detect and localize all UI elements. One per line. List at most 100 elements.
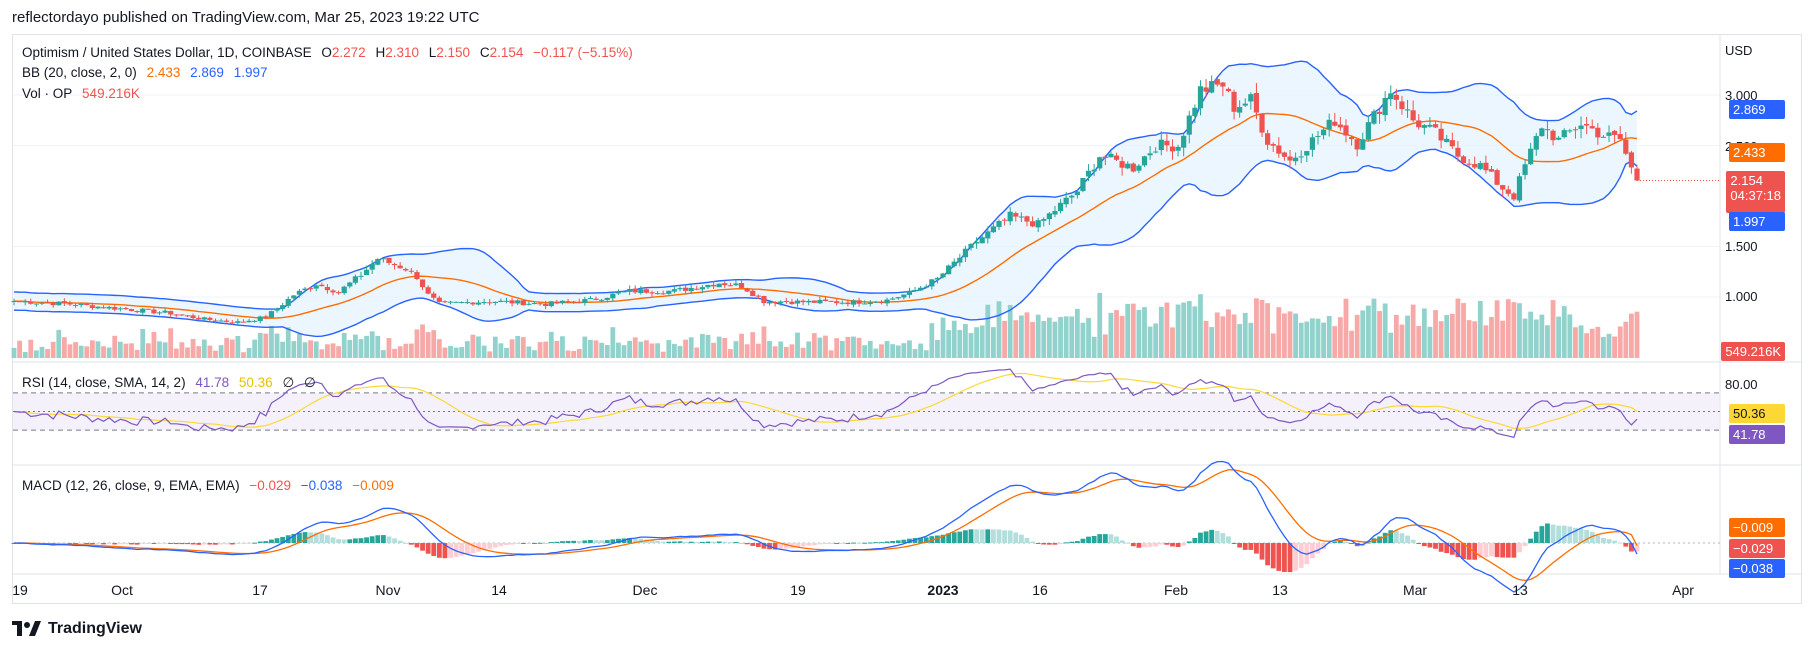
legend-macd-label[interactable]: MACD (12, 26, close, 9, EMA, EMA): [22, 478, 240, 493]
volume-bar: [907, 340, 912, 358]
volume-bar: [839, 340, 845, 358]
macd-histogram-bar: [1069, 541, 1075, 543]
candle-body: [1214, 79, 1220, 85]
volume-bar: [644, 340, 649, 358]
volume-bar: [464, 341, 470, 358]
legend-high: 2.310: [385, 45, 419, 60]
macd-histogram-bar: [257, 541, 263, 543]
volume-bar: [1461, 303, 1466, 358]
macd-histogram-bar: [907, 538, 912, 543]
volume-bar: [1528, 311, 1534, 358]
candle-body: [520, 300, 526, 306]
macd-histogram-bar: [61, 543, 67, 544]
legend-rsi-label[interactable]: RSI (14, close, SMA, 14, 2): [22, 375, 186, 390]
legend-macd: MACD (12, 26, close, 9, EMA, EMA) −0.029…: [22, 478, 400, 493]
candle-body: [235, 321, 241, 323]
macd-histogram-bar: [190, 543, 196, 545]
volume-bar: [1310, 318, 1315, 358]
volume-bar: [1449, 313, 1455, 358]
volume-bar: [1561, 306, 1567, 358]
macd-histogram-bar: [604, 540, 610, 543]
candle-body: [1533, 136, 1539, 150]
macd-histogram-bar: [711, 541, 716, 543]
volume-bar: [929, 323, 935, 358]
macd-histogram-bar: [946, 533, 952, 543]
candle-body: [627, 288, 633, 292]
candle-body: [341, 286, 347, 294]
macd-histogram-bar: [274, 538, 280, 543]
macd-histogram-bar: [1533, 531, 1539, 543]
candle-body: [856, 300, 862, 304]
candle-body: [946, 265, 952, 275]
volume-bar: [688, 337, 694, 358]
candle-body: [1248, 94, 1254, 102]
volume-bar: [1433, 310, 1438, 358]
macd-histogram-bar: [1136, 543, 1142, 548]
macd-histogram-bar: [1298, 543, 1304, 568]
candle-body: [1091, 169, 1097, 172]
macd-histogram-bar: [504, 543, 509, 546]
macd-histogram-bar: [671, 541, 677, 543]
volume-bar: [699, 333, 705, 358]
volume-bar: [235, 336, 241, 358]
macd-histogram-bar: [1410, 539, 1416, 543]
candle-body: [615, 292, 622, 294]
candle-body: [1046, 213, 1052, 220]
legend-vol-value: 549.216K: [82, 86, 140, 101]
candle-body: [1578, 125, 1584, 129]
volume-bar: [750, 332, 756, 358]
macd-histogram-bar: [1634, 543, 1640, 552]
volume-bar: [968, 333, 974, 358]
macd-histogram-bar: [425, 543, 431, 554]
tradingview-brand[interactable]: TradingView: [12, 620, 142, 638]
candle-body: [895, 297, 901, 299]
candle-body: [1460, 156, 1467, 164]
legend-symbol[interactable]: Optimism / United States Dollar, 1D, COI…: [22, 45, 312, 60]
candle-body: [1500, 185, 1506, 190]
volume-bar: [173, 348, 179, 358]
candle-body: [1466, 163, 1472, 165]
volume-bar: [509, 339, 515, 358]
candle-body: [1069, 195, 1075, 198]
macd-histogram-bar: [1550, 524, 1556, 543]
macd-histogram-bar: [448, 543, 453, 558]
volume-bar: [190, 338, 196, 358]
volume-bar: [481, 345, 487, 358]
volume-bar: [543, 341, 549, 358]
macd-histogram-bar: [1421, 543, 1427, 547]
volume-bar: [1069, 316, 1075, 358]
volume-bar: [923, 350, 929, 358]
macd-histogram-bar: [1119, 540, 1125, 543]
macd-histogram-bar: [739, 542, 744, 544]
macd-histogram-bar: [940, 534, 946, 543]
candle-body: [1488, 169, 1495, 172]
volume-bar: [1046, 317, 1052, 358]
legend-bb-label[interactable]: BB (20, close, 2, 0): [22, 65, 137, 80]
candle-body: [1354, 139, 1360, 150]
label-macd-signal: −0.009: [1729, 518, 1785, 537]
time-tick: Oct: [111, 582, 133, 598]
candle-body: [1147, 153, 1153, 156]
macd-histogram-bar: [901, 539, 907, 543]
macd-histogram-bar: [744, 543, 750, 545]
macd-histogram-bar: [599, 540, 605, 543]
volume-bar: [884, 341, 890, 358]
volume-bar: [655, 343, 661, 358]
macd-histogram-bar: [1461, 543, 1466, 560]
candle-body: [884, 299, 890, 304]
candle-body: [1041, 219, 1047, 221]
macd-histogram-bar: [1382, 532, 1388, 543]
macd-histogram-bar: [196, 543, 202, 545]
label-bb-upper: 2.869: [1729, 100, 1785, 119]
legend-vol-label[interactable]: Vol · OP: [22, 86, 73, 101]
candle-body: [710, 284, 717, 287]
candle-body: [1483, 162, 1489, 171]
macd-histogram-bar: [918, 537, 924, 543]
volume-bar: [403, 343, 409, 358]
macd-histogram-bar: [392, 538, 397, 543]
volume-bar: [117, 341, 123, 358]
volume-bar: [817, 337, 823, 358]
candle-body: [666, 290, 672, 294]
candle-body: [750, 290, 756, 297]
